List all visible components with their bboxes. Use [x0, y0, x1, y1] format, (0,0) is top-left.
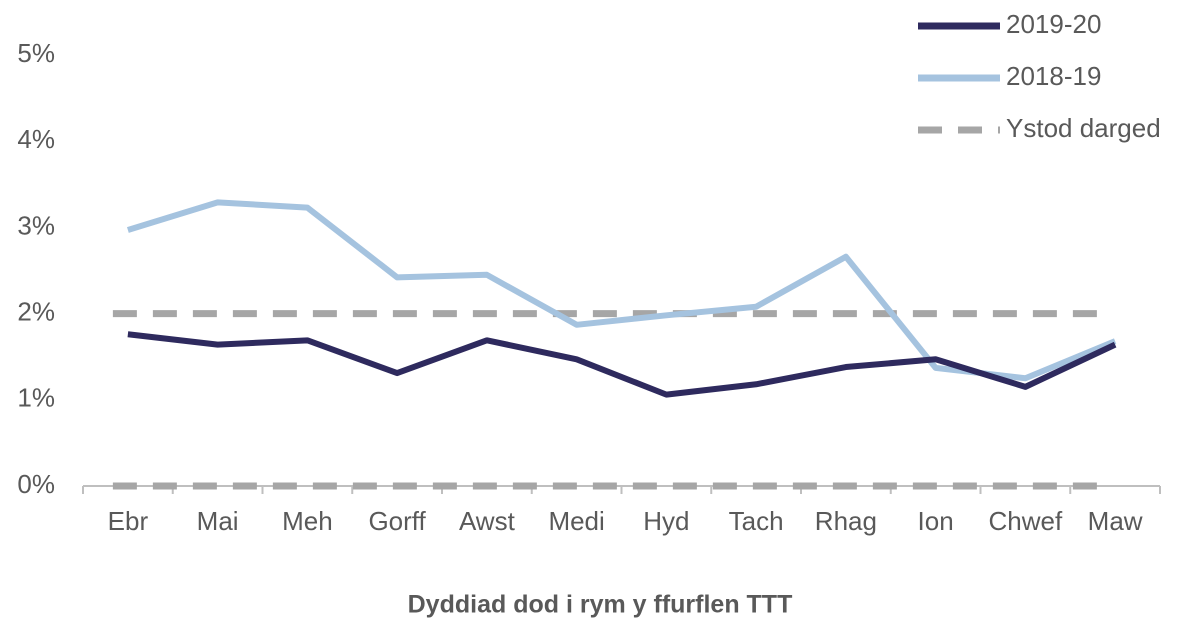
x-tick-label: Maw	[1088, 506, 1143, 536]
y-tick-label: 0%	[17, 469, 55, 499]
legend-label: 2019-20	[1006, 9, 1101, 39]
y-tick-label: 1%	[17, 383, 55, 413]
y-tick-label: 3%	[17, 210, 55, 240]
series-line	[126, 199, 1117, 382]
x-tick-label: Ebr	[108, 506, 149, 536]
x-tick-label: Hyd	[643, 506, 689, 536]
x-tick-label: Mai	[197, 506, 239, 536]
y-tick-label: 4%	[17, 124, 55, 154]
x-tick-label: Medi	[548, 506, 604, 536]
legend-label: 2018-19	[1006, 61, 1101, 91]
series-line	[127, 331, 1117, 398]
x-tick-label: Awst	[459, 506, 516, 536]
x-tick-label: Chwef	[989, 506, 1063, 536]
x-tick-label: Gorff	[368, 506, 426, 536]
x-tick-label: Tach	[729, 506, 784, 536]
x-tick-label: Rhag	[815, 506, 877, 536]
x-axis-label: Dyddiad dod i rym y ffurflen TTT	[408, 591, 793, 619]
legend-label: Ystod darged	[1006, 113, 1161, 143]
y-tick-label: 2%	[17, 296, 55, 326]
x-tick-label: Meh	[282, 506, 333, 536]
y-tick-label: 5%	[17, 38, 55, 68]
x-tick-label: Ion	[918, 506, 954, 536]
